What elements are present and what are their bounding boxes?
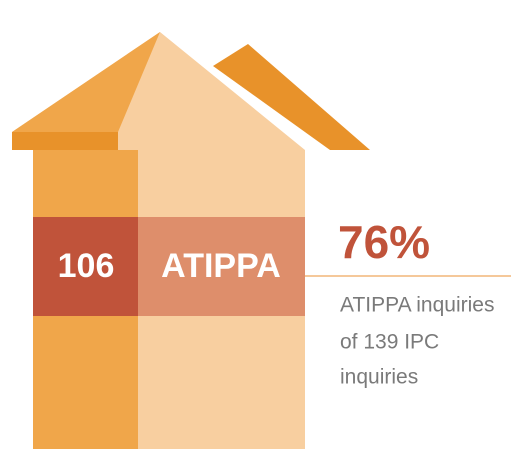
- label: ATIPPA: [161, 247, 281, 285]
- description-line: of 139 IPC: [340, 331, 439, 354]
- roof-edge: [213, 44, 370, 150]
- description-line: ATIPPA inquiries: [340, 294, 494, 317]
- roof-left: [12, 32, 160, 132]
- percent: 76%: [338, 216, 430, 268]
- description-line: inquiries: [340, 366, 418, 389]
- roof-eave: [12, 132, 118, 150]
- count: 106: [58, 247, 115, 285]
- band-left: [33, 217, 138, 316]
- band-right: [138, 217, 305, 316]
